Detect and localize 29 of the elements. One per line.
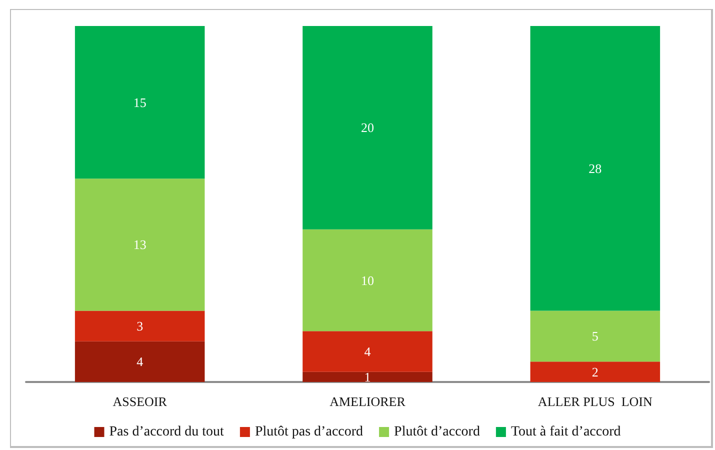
bar	[302, 372, 432, 382]
bar	[302, 331, 432, 372]
data-label: 1	[364, 369, 371, 384]
data-label: 15	[133, 94, 146, 110]
data-label: 13	[133, 237, 146, 252]
bar	[530, 362, 660, 382]
x-tick-label: ASSEOIR	[112, 394, 168, 409]
legend-label: Plutôt d’accord	[394, 424, 480, 440]
x-tick-label: ALLER PLUS LOIN	[538, 394, 654, 409]
bar	[302, 26, 432, 230]
bar	[74, 310, 205, 342]
bar	[74, 26, 205, 179]
legend-label: Tout à fait d’accord	[510, 424, 621, 440]
legend-label: Plutôt pas d’accord	[254, 424, 364, 440]
bar	[530, 310, 660, 362]
data-label: 20	[361, 120, 374, 136]
bar	[74, 341, 205, 382]
data-label: 5	[592, 328, 598, 344]
legend-label: Pas d’accord du tout	[109, 424, 224, 440]
bar	[302, 229, 432, 332]
x-tick-label: AMELIORER	[330, 394, 406, 409]
bar	[530, 26, 660, 311]
data-label: 2	[592, 364, 598, 380]
data-label: 4	[364, 344, 372, 359]
bar	[74, 178, 205, 311]
data-label: 10	[361, 272, 374, 288]
data-label: 4	[136, 354, 144, 370]
data-label: 3	[136, 318, 144, 334]
data-label: 28	[588, 160, 602, 176]
